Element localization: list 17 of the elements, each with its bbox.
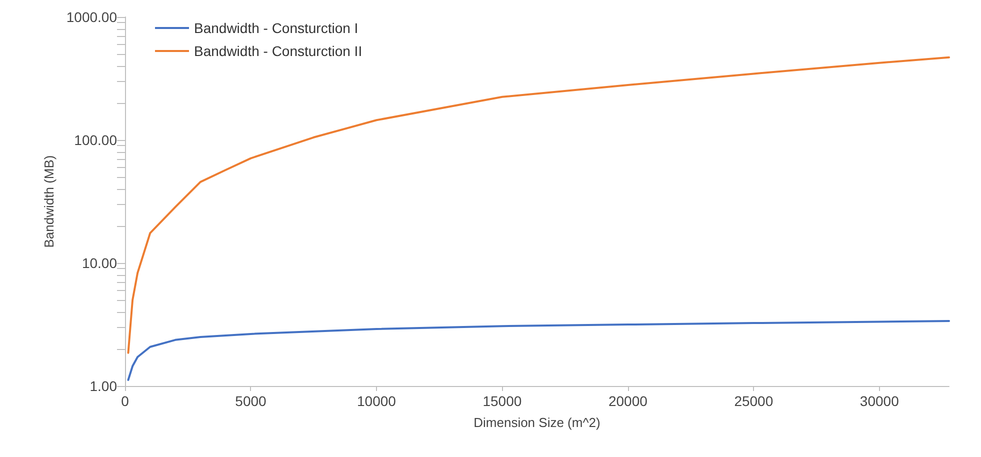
x-axis-title: Dimension Size (m^2) xyxy=(474,415,600,430)
x-tick-label: 25000 xyxy=(734,393,774,409)
legend-label: Bandwidth - Consturction I xyxy=(194,20,358,36)
line-series xyxy=(127,56,950,354)
y-tick-label: 100.00 xyxy=(74,132,118,148)
legend-label: Bandwidth - Consturction II xyxy=(194,43,362,59)
y-axis-title: Bandwidth (MB) xyxy=(41,155,56,248)
line-series xyxy=(127,320,950,381)
x-tick-label: 10000 xyxy=(356,393,396,409)
x-tick-label: 5000 xyxy=(235,393,267,409)
x-tick-label: 30000 xyxy=(860,393,900,409)
x-tick-label: 20000 xyxy=(608,393,648,409)
y-tick-label: 10.00 xyxy=(82,255,118,271)
y-tick-label: 1000.00 xyxy=(66,9,118,25)
x-tick-label: 0 xyxy=(121,393,130,409)
y-tick-label: 1.00 xyxy=(90,378,118,394)
x-tick-label: 15000 xyxy=(482,393,522,409)
